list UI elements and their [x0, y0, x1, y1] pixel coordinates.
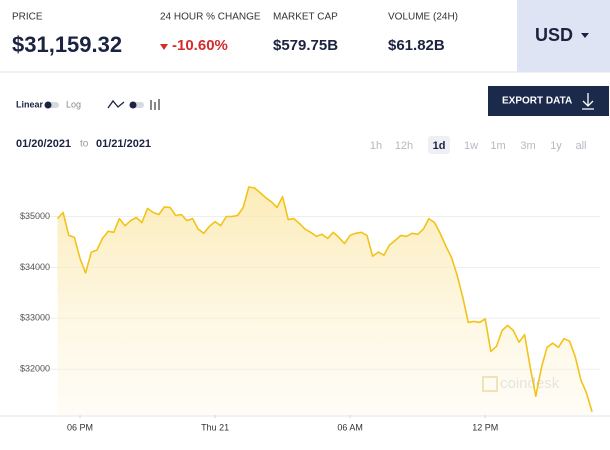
y-tick-label: $34000 — [20, 262, 50, 272]
download-icon — [582, 93, 594, 110]
header — [0, 0, 610, 72]
range-button[interactable]: 1y — [550, 140, 562, 152]
range-button[interactable]: 1m — [490, 140, 505, 152]
stat-value: $31,159.32 — [12, 32, 122, 57]
date-from[interactable]: 01/20/2021 — [16, 138, 71, 150]
range-button[interactable]: 3m — [520, 140, 535, 152]
y-tick-label: $33000 — [20, 313, 50, 323]
currency[interactable]: USD — [535, 25, 573, 45]
range-button[interactable]: 1h — [370, 140, 382, 152]
stat-label: PRICE — [12, 12, 43, 23]
down-arrow — [160, 44, 168, 50]
export-button[interactable] — [488, 86, 609, 116]
x-tick-label: Thu 21 — [201, 422, 229, 432]
stat-label: 24 HOUR % CHANGE — [160, 12, 261, 23]
bar-icon[interactable] — [150, 99, 160, 110]
stat-value: $61.82B — [388, 37, 445, 54]
chart-type-knob — [129, 101, 137, 109]
stat-value: $579.75B — [273, 37, 338, 54]
range-button[interactable]: 12h — [395, 140, 413, 152]
currency-selector[interactable] — [517, 0, 610, 72]
y-tick-label: $32000 — [20, 364, 50, 374]
x-tick-label: 06 PM — [67, 422, 93, 432]
dropdown-caret — [581, 33, 589, 38]
range-active-bg — [428, 136, 450, 154]
line-icon[interactable] — [107, 99, 125, 109]
line — [56, 186, 593, 413]
scale-log[interactable]: Log — [66, 99, 81, 109]
date-to[interactable]: 01/21/2021 — [96, 138, 151, 150]
stat-label: MARKET CAP — [273, 12, 338, 23]
area — [57, 187, 593, 415]
date-to-word: to — [80, 139, 89, 150]
scale-switch-knob — [44, 101, 52, 109]
scale-linear[interactable]: Linear — [16, 99, 44, 109]
stat-value: -10.60% — [172, 37, 228, 54]
y-tick-label: $35000 — [20, 211, 50, 221]
x-tick-label: 12 PM — [472, 422, 498, 432]
range-button[interactable]: 1w — [464, 140, 478, 152]
stat-label: VOLUME (24H) — [388, 12, 458, 23]
range-button[interactable]: 1d — [433, 140, 446, 152]
range-button[interactable]: all — [575, 140, 586, 152]
x-tick-label: 06 AM — [337, 422, 363, 432]
export-label[interactable]: EXPORT DATA — [502, 96, 572, 107]
